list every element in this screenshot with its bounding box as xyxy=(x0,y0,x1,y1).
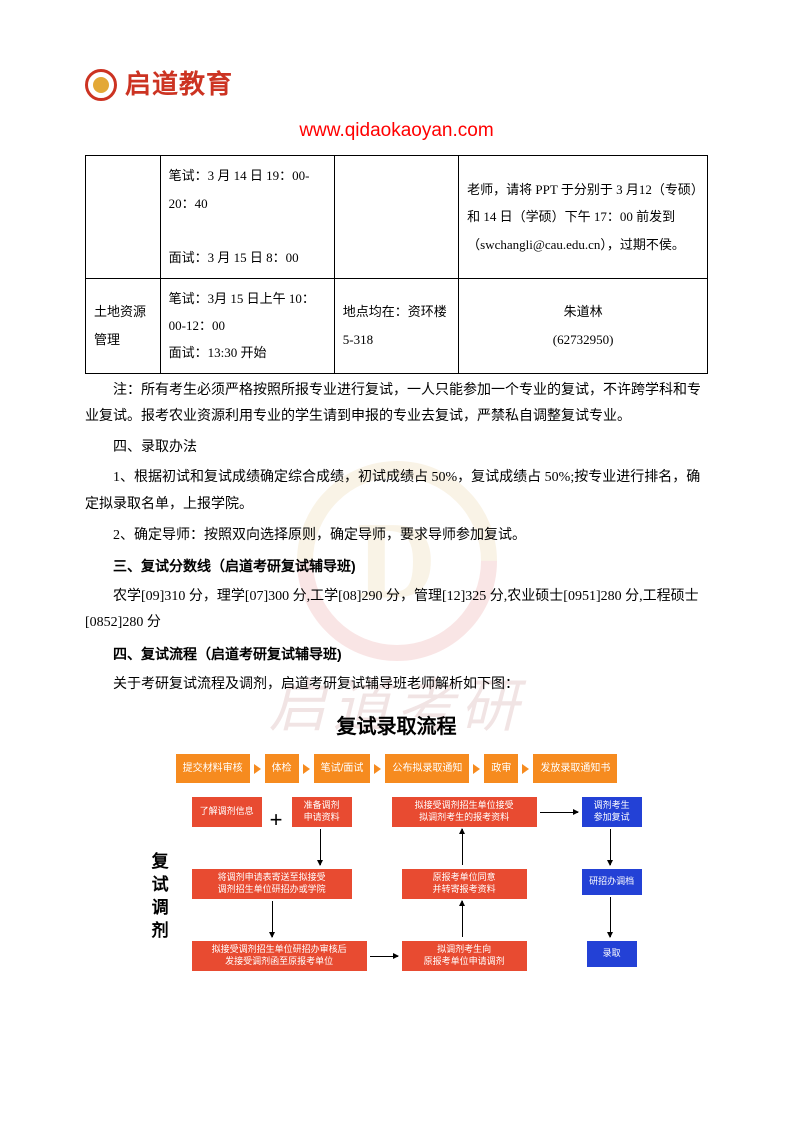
arrow-icon xyxy=(462,829,463,865)
flow-node: 拟接受调剂招生单位接受 拟调剂考生的报考资料 xyxy=(392,797,537,827)
cell-contact: 朱道林(62732950) xyxy=(459,278,708,373)
flow-step: 发放录取通知书 xyxy=(533,754,617,783)
flow-step: 政审 xyxy=(484,754,518,783)
table-row: 笔试：3 月 14 日 19：00-20：40面试：3 月 15 日 8：00 … xyxy=(86,156,708,278)
flow-node: 录取 xyxy=(587,941,637,967)
cell-note: 老师，请将 PPT 于分别于 3 月12（专硕）和 14 日（学硕）下午 17：… xyxy=(459,156,708,278)
flowchart-title: 复试录取流程 xyxy=(85,708,708,746)
arrow-icon xyxy=(374,764,381,774)
flowchart-top-row: 提交材料审核 体检 笔试/面试 公布拟录取通知 政审 发放录取通知书 xyxy=(85,754,708,783)
body-paragraph: 关于考研复试流程及调剂，启道考研复试辅导班老师解析如下图： xyxy=(85,672,708,699)
arrow-icon xyxy=(254,764,261,774)
arrow-icon xyxy=(320,829,321,865)
section-heading: 四、录取办法 xyxy=(85,435,708,462)
cell-location: 地点均在：资环楼5-318 xyxy=(334,278,458,373)
site-url: www.qidaokaoyan.com xyxy=(85,113,708,149)
section-heading: 四、复试流程（启道考研复试辅导班) xyxy=(85,641,708,668)
flow-node: 调剂考生 参加复试 xyxy=(582,797,642,827)
flow-node: 原报考单位同意 并转寄报考资料 xyxy=(402,869,527,899)
flow-node: 将调剂申请表寄送至拟接受 调剂招生单位研招办或学院 xyxy=(192,869,352,899)
arrow-icon xyxy=(610,829,611,865)
flow-step: 体检 xyxy=(265,754,299,783)
arrow-icon xyxy=(370,956,398,957)
logo-icon xyxy=(85,69,117,101)
plus-icon: + xyxy=(270,799,283,841)
flow-node: 准备调剂 申请资料 xyxy=(292,797,352,827)
flowchart-side-label: 复试调剂 xyxy=(141,852,173,944)
note-paragraph: 注：所有考生必须严格按照所报专业进行复试，一人只能参加一个专业的复试，不许跨学科… xyxy=(85,378,708,431)
flow-step: 提交材料审核 xyxy=(176,754,250,783)
page-header: 启道教育 xyxy=(85,60,708,109)
section-heading: 三、复试分数线（启道考研复试辅导班) xyxy=(85,553,708,580)
body-paragraph: 2、确定导师：按照双向选择原则，确定导师，要求导师参加复试。 xyxy=(85,523,708,550)
flow-node: 了解调剂信息 xyxy=(192,797,262,827)
cell-exam-time: 笔试：3月 15 日上午 10：00-12：00面试：13:30 开始 xyxy=(160,278,334,373)
table-row: 土地资源管理 笔试：3月 15 日上午 10：00-12：00面试：13:30 … xyxy=(86,278,708,373)
arrow-icon xyxy=(540,812,578,813)
flow-node: 研招办调档 xyxy=(582,869,642,895)
flow-node: 拟调剂考生向 原报考单位申请调剂 xyxy=(402,941,527,971)
scores-paragraph: 农学[09]310 分，理学[07]300 分,工学[08]290 分，管理[1… xyxy=(85,584,708,637)
schedule-table: 笔试：3 月 14 日 19：00-20：40面试：3 月 15 日 8：00 … xyxy=(85,155,708,373)
arrow-icon xyxy=(462,901,463,937)
flowchart: 复试录取流程 提交材料审核 体检 笔试/面试 公布拟录取通知 政审 发放录取通知… xyxy=(85,708,708,1017)
arrow-icon xyxy=(303,764,310,774)
flow-node: 拟接受调剂招生单位研招办审核后 发接受调剂函至原报考单位 xyxy=(192,941,367,971)
flow-step: 笔试/面试 xyxy=(314,754,371,783)
arrow-icon xyxy=(272,901,273,937)
arrow-icon xyxy=(522,764,529,774)
flow-step: 公布拟录取通知 xyxy=(385,754,469,783)
cell-major: 土地资源管理 xyxy=(86,278,161,373)
arrow-icon xyxy=(473,764,480,774)
cell-exam-time: 笔试：3 月 14 日 19：00-20：40面试：3 月 15 日 8：00 xyxy=(160,156,334,278)
brand-name: 启道教育 xyxy=(125,60,233,109)
arrow-icon xyxy=(610,897,611,937)
body-paragraph: 1、根据初试和复试成绩确定综合成绩，初试成绩占 50%，复试成绩占 50%;按专… xyxy=(85,465,708,518)
